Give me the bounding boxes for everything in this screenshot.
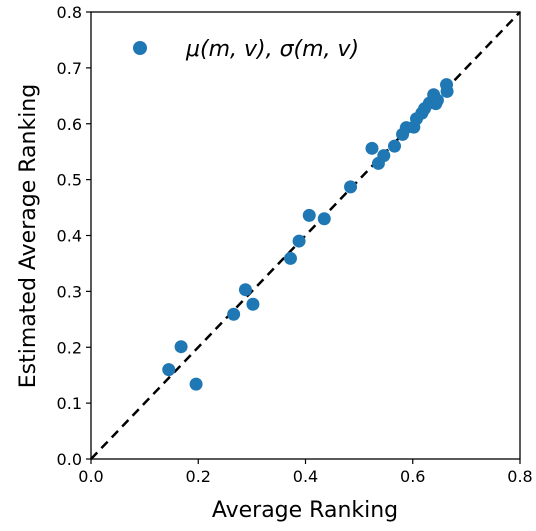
data-point xyxy=(344,180,358,194)
x-tick-label: 0.4 xyxy=(293,467,318,486)
data-point xyxy=(377,149,391,163)
reference-line-layer xyxy=(90,11,521,460)
legend-marker xyxy=(133,41,147,55)
y-tick-label: 0.0 xyxy=(57,450,82,469)
data-point xyxy=(440,84,454,98)
y-axis-ticks: 0.0 0.1 0.2 0.3 0.4 0.5 0.6 0.7 0.8 xyxy=(57,3,91,469)
x-tick-label: 0.0 xyxy=(78,467,103,486)
data-point xyxy=(365,141,379,155)
data-point xyxy=(283,251,297,265)
x-tick-label: 0.8 xyxy=(507,467,532,486)
y-tick-label: 0.1 xyxy=(57,394,82,413)
y-tick-label: 0.4 xyxy=(57,227,82,246)
y-tick-label: 0.3 xyxy=(57,282,82,301)
x-axis-ticks: 0.0 0.2 0.4 0.6 0.8 xyxy=(78,459,533,486)
data-point xyxy=(174,340,188,354)
x-tick-label: 0.2 xyxy=(186,467,211,486)
data-point xyxy=(227,307,241,321)
x-tick-label: 0.6 xyxy=(400,467,425,486)
y-tick-label: 0.6 xyxy=(57,115,82,134)
data-point xyxy=(162,363,176,377)
data-point xyxy=(189,377,203,391)
data-point xyxy=(388,139,402,153)
data-point xyxy=(302,208,316,222)
legend-label: μ(m, v), σ(m, v) xyxy=(185,37,359,62)
data-points xyxy=(162,78,454,391)
data-point xyxy=(317,212,331,226)
y-tick-label: 0.7 xyxy=(57,59,82,78)
y-tick-label: 0.5 xyxy=(57,171,82,190)
data-point xyxy=(292,234,306,248)
y-tick-label: 0.8 xyxy=(57,3,82,22)
data-point xyxy=(246,297,260,311)
y-axis-label: Estimated Average Ranking xyxy=(16,84,41,388)
x-axis-label: Average Ranking xyxy=(212,498,398,523)
y-tick-label: 0.2 xyxy=(57,338,82,357)
legend: μ(m, v), σ(m, v) xyxy=(133,37,359,62)
data-point xyxy=(238,283,252,297)
reference-line xyxy=(90,11,521,460)
data-point xyxy=(430,93,444,107)
